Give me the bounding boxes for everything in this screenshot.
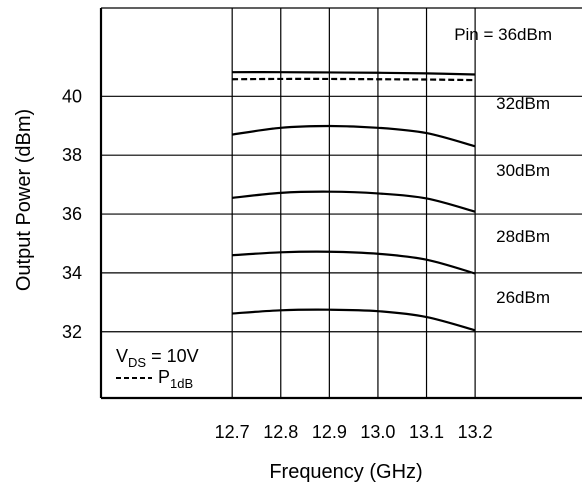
series-line-pin-36dbm xyxy=(232,71,476,76)
x-axis-label: Frequency (GHz) xyxy=(269,461,422,483)
series-line-26dbm xyxy=(232,308,476,332)
x-tick-label: 13.1 xyxy=(409,422,444,442)
y-axis-label: Output Power (dBm) xyxy=(13,109,35,291)
y-tick-label: 38 xyxy=(62,145,82,165)
series-label-28dbm: 28dBm xyxy=(496,227,550,246)
tick-labels: 12.7 12.8 12.9 13.0 13.1 13.2 32 34 36 38 40 xyxy=(62,86,493,442)
series-group xyxy=(232,71,476,332)
y-tick-label: 40 xyxy=(62,86,82,106)
series-label-pin-36dbm: Pin = 36dBm xyxy=(454,25,552,44)
y-tick-label: 34 xyxy=(62,263,82,283)
x-tick-label: 13.0 xyxy=(360,422,395,442)
x-tick-label: 12.9 xyxy=(312,422,347,442)
legend-condition: VDS = 10V xyxy=(116,346,199,370)
x-tick-label: 12.8 xyxy=(263,422,298,442)
series-label-26dbm: 26dBm xyxy=(496,288,550,307)
series-line-32dbm xyxy=(232,124,476,148)
series-line-28dbm xyxy=(232,250,476,275)
plot-frame xyxy=(99,7,582,400)
y-tick-label: 32 xyxy=(62,322,82,342)
grid-lines xyxy=(101,8,582,398)
series-labels: Pin = 36dBm 32dBm 30dBm 28dBm 26dBm xyxy=(454,25,552,307)
x-tick-label: 13.2 xyxy=(458,422,493,442)
x-tick-label: 12.7 xyxy=(215,422,250,442)
legend: VDS = 10V P1dB xyxy=(116,346,199,391)
y-tick-label: 36 xyxy=(62,204,82,224)
series-label-32dbm: 32dBm xyxy=(496,94,550,113)
series-line-30dbm xyxy=(232,190,476,213)
series-label-30dbm: 30dBm xyxy=(496,161,550,180)
series-line-p1db xyxy=(232,77,476,82)
legend-p1db: P1dB xyxy=(158,367,193,391)
